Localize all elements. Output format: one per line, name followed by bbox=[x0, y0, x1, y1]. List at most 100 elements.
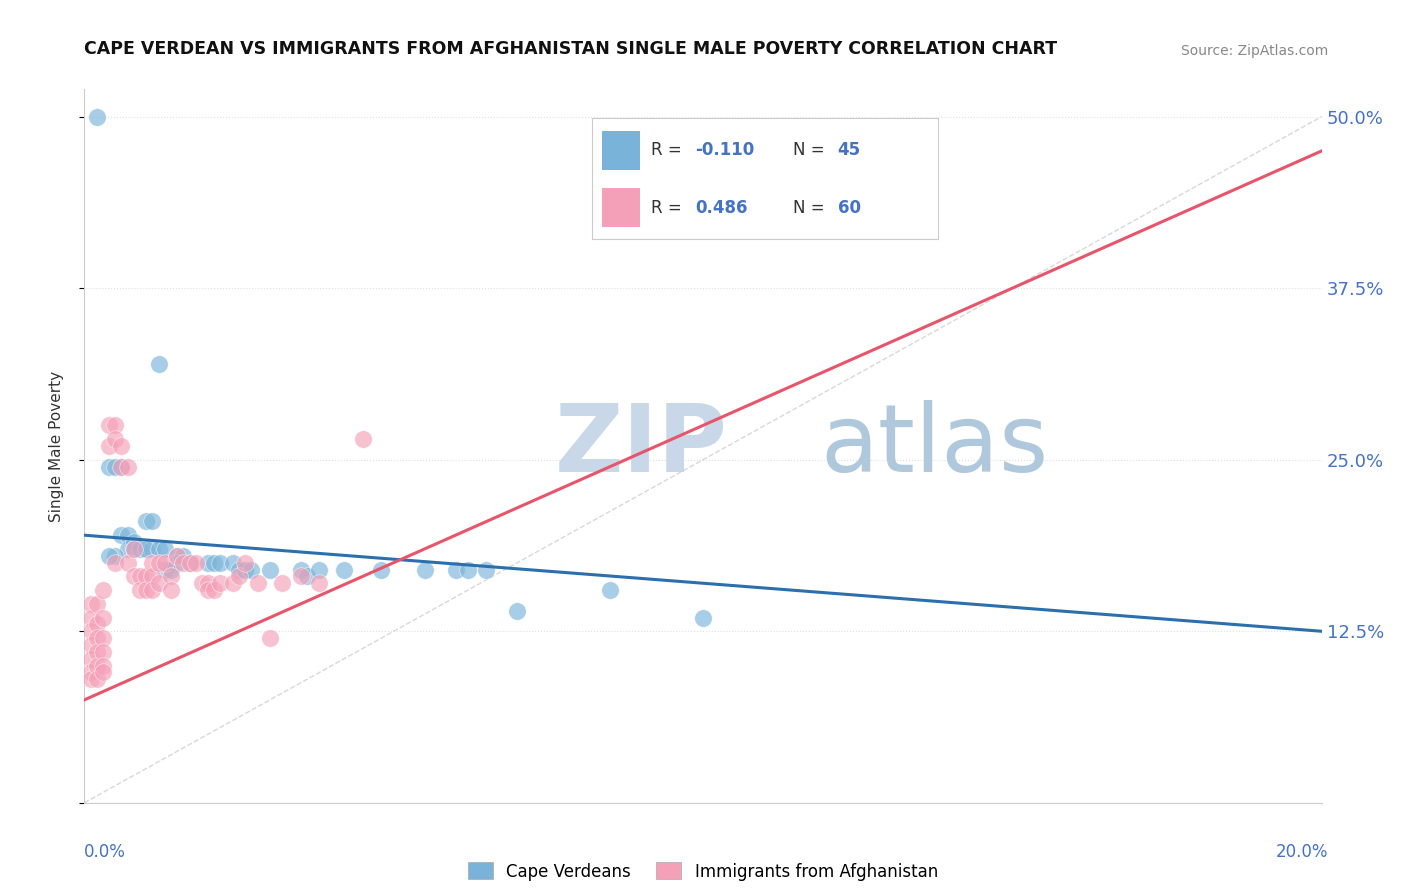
Text: atlas: atlas bbox=[821, 400, 1049, 492]
Point bbox=[91, 645, 114, 659]
Point bbox=[308, 562, 330, 576]
Point bbox=[129, 569, 152, 583]
Point bbox=[122, 535, 145, 549]
Point bbox=[228, 569, 250, 583]
Point bbox=[104, 432, 127, 446]
Point bbox=[110, 439, 132, 453]
Point bbox=[148, 357, 170, 371]
Point bbox=[172, 556, 194, 570]
Point bbox=[290, 569, 312, 583]
Point bbox=[104, 459, 127, 474]
Legend: Cape Verdeans, Immigrants from Afghanistan: Cape Verdeans, Immigrants from Afghanist… bbox=[461, 855, 945, 888]
Point bbox=[135, 515, 157, 529]
Point bbox=[86, 645, 108, 659]
Text: 0.0%: 0.0% bbox=[84, 843, 127, 861]
Point bbox=[104, 556, 127, 570]
Point bbox=[129, 583, 152, 598]
Point bbox=[191, 576, 214, 591]
Point bbox=[172, 549, 194, 563]
Point bbox=[117, 556, 139, 570]
Point bbox=[135, 541, 157, 556]
Point bbox=[271, 576, 294, 591]
Point bbox=[240, 562, 263, 576]
Point bbox=[295, 569, 318, 583]
Point bbox=[79, 624, 101, 639]
Point bbox=[153, 541, 176, 556]
Point bbox=[259, 631, 281, 645]
Point bbox=[184, 556, 207, 570]
Point bbox=[117, 541, 139, 556]
Point bbox=[290, 562, 312, 576]
Point bbox=[413, 562, 436, 576]
Point bbox=[110, 459, 132, 474]
Point bbox=[79, 610, 101, 624]
Point bbox=[122, 569, 145, 583]
Point bbox=[153, 562, 176, 576]
Point bbox=[209, 576, 232, 591]
Point bbox=[129, 541, 152, 556]
Point bbox=[333, 562, 356, 576]
Point bbox=[148, 541, 170, 556]
Point bbox=[91, 658, 114, 673]
Point bbox=[117, 459, 139, 474]
Point bbox=[86, 597, 108, 611]
Point bbox=[599, 583, 621, 598]
Text: 20.0%: 20.0% bbox=[1277, 843, 1329, 861]
Point bbox=[122, 541, 145, 556]
Point bbox=[692, 610, 714, 624]
Point bbox=[98, 459, 121, 474]
Point bbox=[197, 556, 219, 570]
Point bbox=[141, 583, 163, 598]
Point bbox=[98, 439, 121, 453]
Point bbox=[110, 528, 132, 542]
Point bbox=[86, 673, 108, 687]
Point bbox=[179, 556, 201, 570]
Point bbox=[122, 541, 145, 556]
Point bbox=[79, 651, 101, 665]
Point bbox=[79, 673, 101, 687]
Point bbox=[352, 432, 374, 446]
Point bbox=[457, 562, 479, 576]
Point bbox=[308, 576, 330, 591]
Point bbox=[246, 576, 269, 591]
Point bbox=[179, 556, 201, 570]
Point bbox=[141, 515, 163, 529]
Point bbox=[110, 459, 132, 474]
Point bbox=[98, 418, 121, 433]
Point bbox=[233, 556, 256, 570]
Point bbox=[86, 110, 108, 124]
Point bbox=[86, 658, 108, 673]
Point bbox=[86, 617, 108, 632]
Point bbox=[79, 597, 101, 611]
Text: Source: ZipAtlas.com: Source: ZipAtlas.com bbox=[1181, 44, 1329, 58]
Point bbox=[160, 569, 183, 583]
Point bbox=[153, 556, 176, 570]
Point bbox=[86, 631, 108, 645]
Point bbox=[160, 562, 183, 576]
Point bbox=[222, 576, 245, 591]
Point bbox=[141, 556, 163, 570]
Point bbox=[370, 562, 392, 576]
Point bbox=[222, 556, 245, 570]
Point bbox=[166, 556, 188, 570]
Point bbox=[197, 576, 219, 591]
Point bbox=[141, 541, 163, 556]
Point bbox=[202, 583, 225, 598]
Point bbox=[259, 562, 281, 576]
Point bbox=[135, 583, 157, 598]
Y-axis label: Single Male Poverty: Single Male Poverty bbox=[49, 370, 63, 522]
Point bbox=[135, 569, 157, 583]
Point bbox=[475, 562, 498, 576]
Point bbox=[148, 576, 170, 591]
Point bbox=[104, 549, 127, 563]
Point bbox=[98, 549, 121, 563]
Text: ZIP: ZIP bbox=[554, 400, 727, 492]
Point bbox=[79, 638, 101, 652]
Point bbox=[91, 610, 114, 624]
Point bbox=[91, 665, 114, 680]
Point bbox=[79, 665, 101, 680]
Point bbox=[444, 562, 467, 576]
Point bbox=[506, 604, 529, 618]
Point bbox=[148, 556, 170, 570]
Point bbox=[209, 556, 232, 570]
